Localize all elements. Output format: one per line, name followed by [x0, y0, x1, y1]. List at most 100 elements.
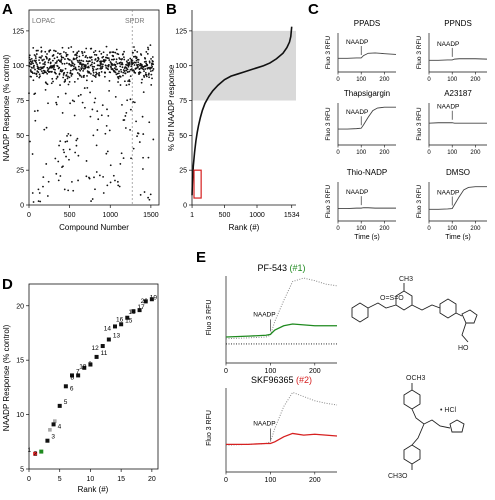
panel-a-point	[85, 54, 87, 57]
panel-a-point	[32, 47, 35, 49]
panel-a-point	[43, 128, 46, 131]
panel-b-y-tick-label: 0	[183, 203, 187, 210]
panel-c-trace	[338, 52, 397, 59]
panel-c-y-label: Fluo 3 RFU	[325, 36, 332, 70]
panel-a-point	[87, 66, 90, 69]
panel-d-y-tick-label: 10	[16, 412, 24, 419]
panel-c-x-tick-label: 0	[336, 226, 340, 232]
panel-a-region-label-spdr: SPDR	[125, 18, 144, 25]
panel-a-point	[71, 99, 74, 102]
panel-a-point	[83, 74, 85, 77]
panel-a-point	[91, 65, 94, 68]
panel-a-point	[114, 95, 117, 98]
panel-a-point	[114, 179, 116, 182]
panel-a-point	[117, 72, 120, 75]
panel-a-point	[102, 51, 105, 54]
panel-a-point	[56, 60, 58, 63]
panel-a-point	[117, 53, 120, 56]
panel-a-point	[114, 71, 117, 74]
panel-a-point	[118, 70, 120, 73]
panel-e-treated-trace	[226, 432, 338, 445]
panel-a-point	[116, 62, 119, 65]
panel-a-point	[58, 72, 61, 75]
panel-d-point-label: 20	[141, 298, 149, 305]
panel-a-point	[57, 160, 60, 163]
panel-e-x-tick-label: 0	[224, 368, 228, 375]
panel-a-point	[69, 102, 72, 105]
panel-a-point	[59, 68, 62, 71]
panel-c-axes	[337, 182, 396, 222]
panel-d-y-tick-label: 5	[20, 467, 24, 474]
panel-a-point	[38, 76, 41, 79]
panel-a-point	[144, 57, 147, 60]
panel-a-point	[46, 83, 49, 86]
panel-c-subplot-title: PPADS	[354, 19, 381, 28]
panel-letter-d: D	[2, 276, 13, 293]
panel-a-point	[62, 76, 65, 79]
panel-a-point	[34, 119, 37, 122]
panel-a-point	[51, 70, 53, 73]
panel-d-point-16	[125, 315, 130, 320]
panel-a-point	[28, 56, 31, 59]
panel-a-point	[90, 63, 93, 66]
panel-a-point	[111, 68, 114, 70]
panel-a-point	[142, 156, 144, 159]
panel-a-point	[97, 58, 100, 60]
panel-a-point	[39, 200, 42, 203]
panel-c-x-tick-label: 200	[379, 226, 390, 232]
panel-c-subplot-ppads: PPADS 0 100 200 NAADP Fluo 3 RFU	[325, 19, 397, 83]
panel-d-grey-point	[53, 419, 57, 423]
panel-a-point	[88, 71, 91, 74]
panel-c-subplot-title: PPNDS	[444, 19, 472, 28]
panel-a-point	[90, 58, 93, 61]
panel-a-point	[55, 172, 58, 175]
panel-a-point	[67, 83, 70, 86]
panel-a: 0 500 1000 1500 0 25 50 75 100 125 LOPAC SPDR Com…	[2, 9, 160, 232]
panel-d-point-label: 13	[113, 333, 121, 340]
panel-a-point	[57, 96, 59, 98]
panel-a-point	[113, 67, 116, 70]
panel-c-x-label: Time (s)	[445, 234, 470, 241]
panel-a-point	[53, 57, 56, 60]
panel-a-point	[125, 111, 128, 114]
panel-c-trace	[429, 58, 488, 61]
panel-a-point	[95, 171, 98, 173]
panel-a-y-label: NAADP Response (% control)	[2, 54, 11, 161]
panel-a-point	[148, 72, 150, 75]
panel-a-point	[60, 58, 63, 61]
panel-a-point	[29, 60, 32, 63]
panel-e-compound-name: SKF96365	[251, 375, 296, 385]
panel-d-y-tick-label: 15	[16, 358, 24, 365]
panel-a-point	[37, 68, 40, 71]
panel-a-point	[68, 158, 70, 161]
pf543-methyl: CH3	[399, 276, 413, 283]
panel-a-point	[75, 57, 78, 60]
panel-a-point	[144, 72, 147, 74]
panel-a-point	[85, 47, 88, 50]
panel-d-point-15	[119, 322, 124, 327]
panel-d-point-label: 4	[58, 423, 62, 430]
panel-c-subplot-thio-nadp: Thio-NADP 0 100 200 NAADP Fluo 3 RFU Time (s)	[325, 168, 396, 241]
panel-a-point	[50, 82, 53, 85]
panel-a-point	[35, 59, 37, 62]
panel-a-y-tick-label: 25	[16, 168, 24, 175]
panel-a-point	[64, 140, 67, 143]
panel-a-point	[106, 108, 108, 111]
panel-a-point	[75, 144, 78, 147]
panel-a-point	[57, 52, 59, 55]
panel-c-x-tick-label: 0	[427, 150, 431, 156]
panel-a-point	[62, 148, 65, 151]
panel-a-point	[35, 49, 38, 52]
panel-a-point	[31, 60, 34, 62]
panel-a-point	[107, 114, 110, 117]
panel-a-point	[122, 74, 124, 77]
panel-d-point-11	[94, 354, 99, 359]
panel-d-points: 1234567891011121314151617181920	[28, 294, 158, 457]
panel-a-point	[78, 73, 81, 75]
panel-a-point	[45, 163, 48, 165]
panel-a-point	[135, 56, 138, 59]
panel-a-point	[102, 175, 104, 178]
panel-a-point	[149, 44, 152, 47]
panel-a-point	[120, 70, 123, 73]
panel-a-point	[92, 74, 95, 77]
